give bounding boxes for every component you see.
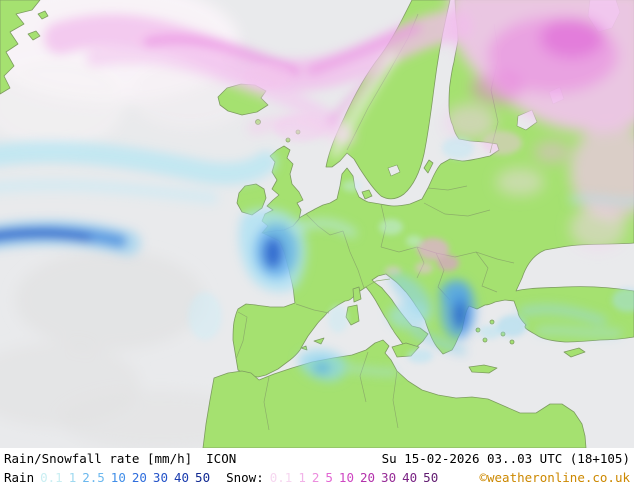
snow-scale-label: Snow: <box>226 470 264 485</box>
snow-scale-value: 40 <box>402 470 418 485</box>
snow-scale-value: 2 <box>311 470 320 485</box>
valid-datetime: Su 15-02-2026 03..03 UTC (18+105) <box>381 451 630 466</box>
map-title: Rain/Snowfall rate [mm/h] <box>4 451 193 466</box>
land-crete <box>468 364 498 374</box>
snow-scale-value: 20 <box>359 470 376 485</box>
snow-scale-value: 30 <box>381 470 397 485</box>
land-greenland-islet <box>37 10 49 20</box>
snow-scale-value: 5 <box>325 470 333 485</box>
rainfall-overlay-patches <box>188 137 634 363</box>
snowfall-overlay-patches <box>244 63 522 276</box>
legend-scale-row: Rain 0.1 1 2.5 10 20 30 40 50 Snow: 0.1 1 2 5 10 20 3… <box>4 470 630 489</box>
land-north-africa <box>202 339 587 448</box>
snow-scale-value: 50 <box>423 470 439 485</box>
land-cyprus <box>563 347 586 358</box>
rain-scale-value: 50 <box>195 470 211 485</box>
rain-scale-label: Rain <box>4 470 35 485</box>
legend-bar: Rain/Snowfall rate [mm/h] ICON Su 15-02-… <box>0 448 634 490</box>
snow-scale-values: 0.1 1 2 5 10 20 30 40 50 <box>270 470 438 485</box>
rain-scale-value: 10 <box>110 470 126 485</box>
lake-vanern <box>387 164 401 177</box>
snow-scale-value: 10 <box>338 470 354 485</box>
rain-scale-value: 0.1 <box>40 470 63 485</box>
copyright-text: ©weatheronline.co.uk <box>479 470 630 485</box>
model-name: ICON <box>206 451 237 466</box>
rain-scale-value: 1 <box>68 470 77 485</box>
land-greenland-coast <box>0 0 41 95</box>
land-balearics-small <box>300 345 308 351</box>
land-aegean-island <box>489 319 495 325</box>
rain-scale-values: 0.1 1 2.5 10 20 30 40 50 <box>40 470 210 485</box>
rain-scale-value: 30 <box>152 470 168 485</box>
rainfall-overlay-large <box>238 208 476 382</box>
snow-scale-value: 0.1 <box>269 470 293 485</box>
land-corsica <box>352 286 362 303</box>
land-aegean-island <box>509 339 515 345</box>
forecast-map-svg <box>0 0 634 448</box>
land-balearics <box>313 337 325 345</box>
land-greenland-islet <box>27 30 41 41</box>
land-gotland <box>423 159 434 174</box>
precipitation-map <box>0 0 634 448</box>
rain-scale-value: 40 <box>173 470 190 485</box>
sea-shading-layer <box>0 250 260 448</box>
rainfall-overlay-bands <box>0 140 634 376</box>
snow-scale-value: 1 <box>298 470 306 485</box>
rain-scale-value: 2.5 <box>82 470 105 485</box>
land-denmark-zealand <box>361 189 373 200</box>
legend-title-row: Rain/Snowfall rate [mm/h] ICON Su 15-02-… <box>4 451 630 470</box>
rain-scale-value: 20 <box>131 470 147 485</box>
